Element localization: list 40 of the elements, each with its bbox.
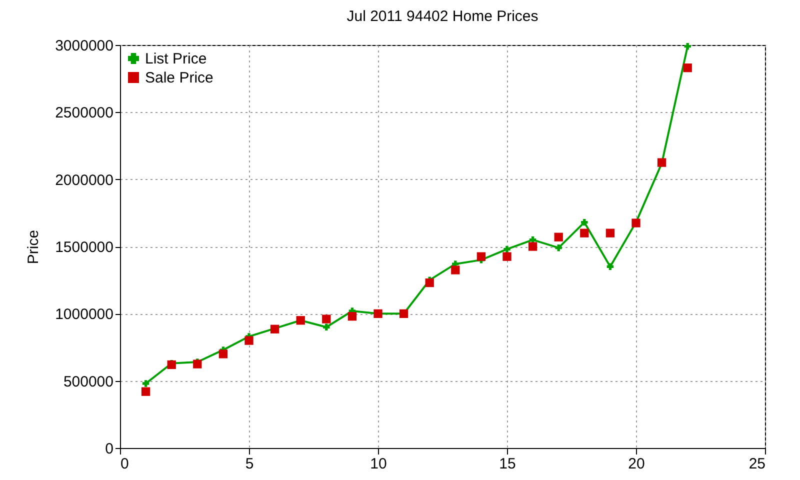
point bbox=[580, 228, 589, 238]
point bbox=[502, 252, 512, 261]
point bbox=[425, 278, 434, 288]
point bbox=[504, 246, 510, 253]
point bbox=[476, 252, 486, 261]
chart-title: Jul 2011 94402 Home Prices bbox=[346, 8, 538, 25]
y-tick-label: 500000 bbox=[63, 373, 114, 390]
point bbox=[218, 350, 228, 358]
point bbox=[451, 266, 460, 274]
point bbox=[684, 42, 691, 50]
legend-label: List Price bbox=[145, 50, 207, 68]
y-tick-label: 2500000 bbox=[55, 104, 114, 122]
point bbox=[606, 263, 614, 270]
point bbox=[323, 324, 330, 330]
point bbox=[142, 380, 150, 387]
point bbox=[244, 336, 254, 345]
point bbox=[193, 360, 202, 368]
y-tick-label: 1500000 bbox=[55, 239, 114, 256]
x-tick-label: 5 bbox=[245, 456, 254, 472]
y-tick-label: 0 bbox=[105, 440, 114, 458]
point bbox=[167, 360, 176, 370]
x-tick-label: 20 bbox=[628, 456, 645, 472]
legend-label: Sale Price bbox=[145, 70, 214, 86]
point bbox=[554, 232, 563, 242]
point bbox=[141, 387, 150, 396]
point bbox=[528, 242, 538, 251]
point bbox=[606, 228, 615, 238]
x-tick-label: 10 bbox=[370, 456, 387, 472]
x-tick-label: 0 bbox=[120, 456, 129, 472]
point bbox=[683, 64, 692, 72]
point bbox=[322, 314, 331, 324]
point bbox=[555, 244, 562, 252]
x-tick-label: 25 bbox=[748, 456, 766, 472]
y-tick-label: 3000000 bbox=[55, 38, 114, 54]
x-tick-label: 15 bbox=[499, 456, 516, 472]
y-axis-title: Price bbox=[25, 230, 42, 264]
point bbox=[348, 312, 357, 321]
y-tick-label: 2000000 bbox=[55, 172, 114, 189]
y-tick-label: 1000000 bbox=[55, 306, 114, 324]
point bbox=[581, 218, 588, 226]
